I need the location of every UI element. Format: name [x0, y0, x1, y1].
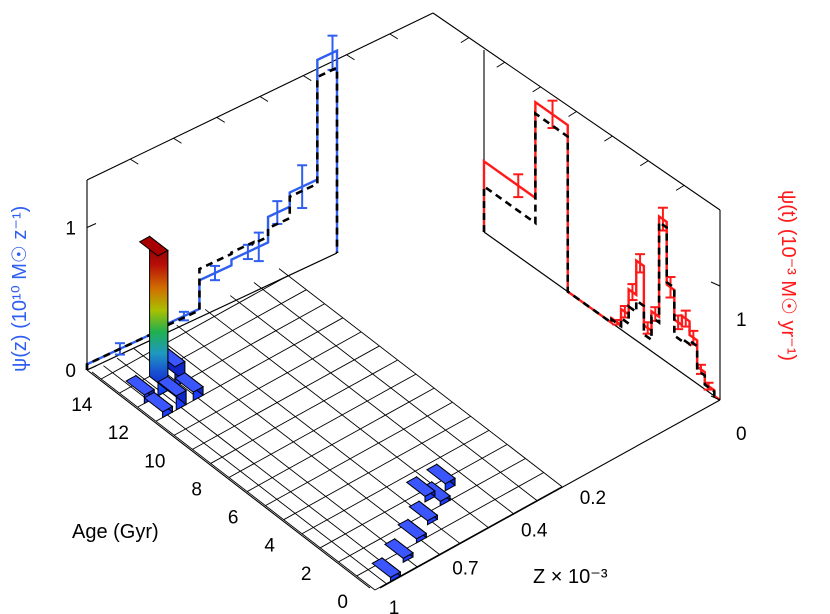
bar-top-face: [143, 391, 174, 413]
left-panel-psi-z: [85, 34, 339, 371]
bar-top-face: [405, 476, 436, 497]
right-panel-psi-t: [482, 99, 721, 402]
top-left-tick: [302, 75, 312, 82]
floor-grid-line-age: [265, 401, 453, 507]
floor-grid-line-age: [155, 317, 344, 422]
left-panel-ytick: [86, 365, 97, 371]
left-panel-tick-label: 1: [65, 219, 76, 240]
z-tick-label: 1: [389, 598, 400, 614]
bar-top-face: [157, 375, 187, 397]
floor-grid-line-age: [228, 373, 417, 478]
top-right-tick: [460, 37, 470, 44]
x-axis-title: Age (Gyr): [72, 521, 159, 543]
left-panel-tick-label: 0: [65, 361, 76, 382]
top-left-tick: [389, 33, 399, 40]
age-tick-label: 12: [108, 423, 129, 444]
top-left-tick: [216, 116, 226, 123]
floor-grid-line-z: [116, 357, 401, 577]
top-right-tick: [604, 135, 613, 142]
z-axis-title: Z × 10⁻³: [533, 566, 608, 588]
right-panel-ytick: [710, 395, 721, 401]
top-left-tick: [129, 158, 139, 165]
age-tick-label: 0: [337, 592, 348, 613]
right-panel-series-measured: [482, 99, 721, 401]
top-left-tick: [346, 54, 355, 61]
left-wall-top-ticks: [129, 33, 399, 165]
wall-frame: [86, 12, 721, 400]
age-tick-label: 2: [301, 564, 312, 585]
bar-top-face: [383, 538, 414, 559]
floor-grid-line-z: [278, 268, 563, 487]
floor-grid-line-z: [229, 295, 514, 514]
floor-grid-line-age: [374, 486, 563, 591]
floor-grid: [91, 268, 563, 591]
floor-grid-line-age: [301, 429, 490, 535]
right-floor-edge: [379, 399, 721, 589]
left-panel-baseline: [86, 252, 338, 371]
floor-grid-line-z: [133, 348, 418, 568]
bar-top-face: [125, 374, 156, 396]
left-panel-series-measured: [85, 48, 339, 370]
bar-top-face: [408, 500, 439, 522]
left-panel-ytick: [86, 223, 97, 228]
floor-grid-line-z: [253, 282, 538, 501]
right-panel-tick-label: 0: [736, 424, 747, 445]
floor-grid-line-age: [100, 275, 289, 380]
floor-grid-line-age: [173, 331, 362, 436]
bar-top-face: [138, 235, 169, 257]
top-left-tick: [173, 137, 182, 144]
bar-side-face: [149, 235, 169, 392]
age-tick-label: 6: [228, 508, 239, 529]
age-tick-label: 10: [144, 451, 165, 472]
age-tick-label: 8: [191, 479, 202, 500]
top-left-tick: [259, 96, 269, 102]
z-tick-label: 0.2: [580, 488, 606, 509]
right-panel-tick-label: 1: [736, 310, 747, 331]
top-right-tick: [532, 86, 541, 93]
z-tick-label: 0.7: [452, 559, 478, 580]
bars-3d: [125, 235, 456, 583]
bar-top-face: [426, 463, 456, 485]
right-wall-top-ticks: [460, 37, 685, 191]
top-right-tick: [639, 160, 649, 167]
bar-top-face: [371, 557, 402, 579]
floor-grid-line-age: [356, 472, 544, 577]
floor-edges: [86, 369, 721, 589]
floor-grid-line-age: [246, 387, 435, 492]
right-panel-ytick: [710, 281, 721, 287]
bar-top-face: [174, 372, 204, 393]
floor-grid-line-z: [156, 336, 440, 555]
top-right-tick: [568, 111, 577, 117]
floor-grid-line-z: [91, 371, 376, 591]
age-tick-label: 4: [264, 536, 275, 557]
floor-grid-line-age: [320, 444, 508, 549]
left-floor-edge: [86, 369, 371, 589]
top-right-tick: [675, 184, 685, 191]
left-y-axis-title: ψ(z) (10¹⁰ M☉ z⁻¹): [9, 206, 31, 372]
left-panel-series-model: [85, 65, 339, 370]
right-y-axis-title: ψ(t) (10⁻³ M☉ yr⁻¹): [777, 190, 799, 361]
floor-grid-line-age: [210, 359, 398, 464]
age-tick-label: 14: [71, 395, 93, 416]
z-tick-label: 0.4: [521, 520, 548, 541]
floor-grid-line-age: [192, 345, 380, 450]
bar-top-face: [397, 518, 428, 540]
floor-grid-line-age: [338, 458, 526, 563]
floor-grid-line-age: [283, 415, 471, 521]
top-right-tick: [496, 61, 506, 68]
